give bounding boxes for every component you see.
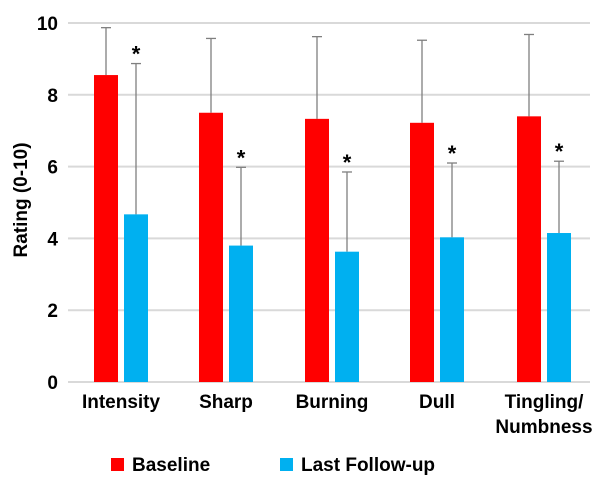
- x-category-label: Dull: [419, 392, 455, 413]
- significance-star: *: [448, 141, 457, 166]
- y-tick-label: 2: [47, 301, 58, 322]
- bar-baseline: [305, 119, 329, 382]
- x-category-label: Intensity: [82, 392, 161, 413]
- legend-label: Last Follow-up: [301, 455, 435, 476]
- y-tick-label: 0: [47, 373, 58, 394]
- significance-star: *: [132, 42, 141, 67]
- legend-swatch: [111, 458, 124, 471]
- y-axis-title: Rating (0-10): [11, 142, 32, 257]
- x-category-label: Tingling/: [505, 392, 585, 413]
- x-category-label: Numbness: [495, 417, 592, 438]
- legend: Baseline Last Follow-up: [111, 455, 435, 476]
- legend-label: Baseline: [132, 455, 210, 476]
- bar-last-follow-up: [229, 246, 253, 382]
- significance-star: *: [343, 150, 352, 175]
- x-axis-labels: Intensity Sharp Burning Dull Tingling/Numbne…: [82, 392, 593, 438]
- y-tick-label: 10: [37, 14, 58, 35]
- bar-last-follow-up: [335, 252, 359, 382]
- legend-swatch: [280, 458, 293, 471]
- significance-star: *: [555, 139, 564, 164]
- error-bars: [101, 28, 564, 252]
- y-axis-ticks: 0 2 4 6 8 10: [37, 14, 59, 394]
- bar-baseline: [410, 123, 434, 382]
- bar-baseline: [94, 75, 118, 382]
- y-tick-label: 6: [47, 158, 58, 179]
- bar-last-follow-up: [124, 214, 148, 382]
- bar-last-follow-up: [440, 237, 464, 382]
- y-tick-label: 4: [47, 229, 58, 250]
- bar-baseline: [517, 116, 541, 382]
- significance-star: *: [237, 145, 246, 170]
- x-category-label: Burning: [296, 392, 369, 413]
- y-tick-label: 8: [47, 86, 58, 107]
- bar-last-follow-up: [547, 233, 571, 382]
- x-category-label: Sharp: [199, 392, 253, 413]
- bars: [94, 75, 571, 382]
- bar-baseline: [199, 113, 223, 382]
- significance-markers: * * * * *: [132, 42, 564, 175]
